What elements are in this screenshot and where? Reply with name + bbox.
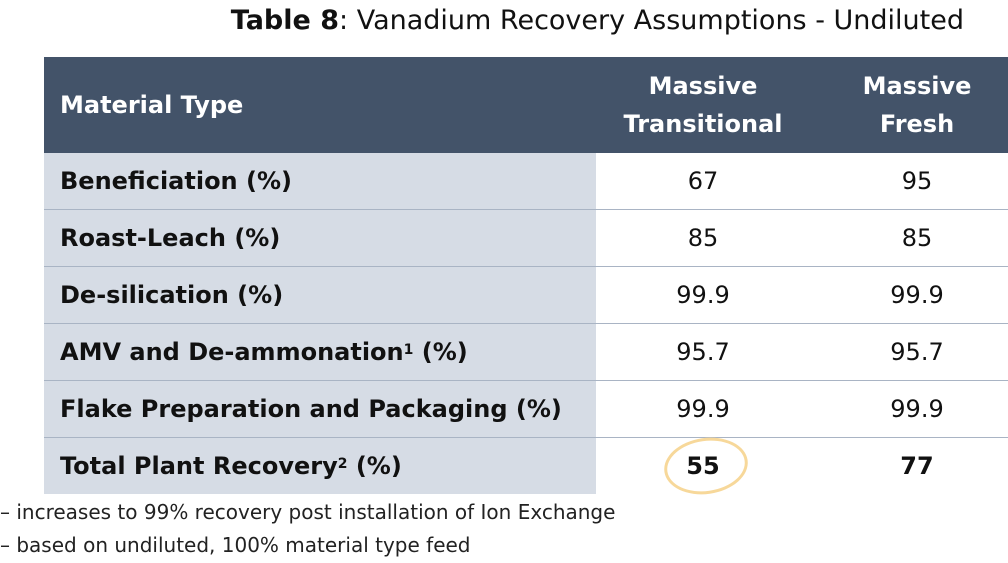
table-caption: : Vanadium Recovery Assumptions - Undilu… [339, 5, 964, 36]
table-row: Roast-Leach (%) 85 85 [44, 209, 1008, 267]
total-label-main: Total Plant Recovery [60, 452, 338, 480]
footnote-1: – increases to 99% recovery post install… [0, 500, 616, 524]
header-col1-line1: Massive [648, 72, 758, 100]
header-col1-line2: Transitional [623, 110, 783, 138]
footnote-2: – based on undiluted, 100% material type… [0, 533, 471, 557]
table-row: AMV and De-ammonation1 (%) 95.7 95.7 [44, 323, 1008, 381]
table-row: Beneficiation (%) 67 95 [44, 153, 1008, 210]
row-label: Roast-Leach (%) [44, 209, 596, 267]
header-col2-line1: Massive [862, 72, 972, 100]
row-value-transitional: 85 [596, 209, 810, 267]
row-label: AMV and De-ammonation1 (%) [44, 323, 596, 381]
table-row: De-silication (%) 99.9 99.9 [44, 266, 1008, 324]
total-value-fresh: 77 [810, 437, 1008, 494]
row-value-transitional: 99.9 [596, 380, 810, 438]
table-row: Flake Preparation and Packaging (%) 99.9… [44, 380, 1008, 438]
row-value-transitional: 95.7 [596, 323, 810, 381]
row-value-fresh: 99.9 [810, 266, 1008, 324]
total-label: Total Plant Recovery2 (%) [44, 437, 596, 494]
row-label: De-silication (%) [44, 266, 596, 324]
footnote-marker: 2 [337, 456, 348, 472]
header-col2-line2: Fresh [879, 110, 955, 138]
row-value-fresh: 99.9 [810, 380, 1008, 438]
row-value-fresh: 95 [810, 153, 1008, 210]
footnotes: – increases to 99% recovery post install… [0, 496, 615, 562]
total-row: Total Plant Recovery2 (%) 55 77 [44, 437, 1008, 494]
highlight-circle: 55 [686, 452, 720, 480]
total-label-tail: (%) [347, 452, 402, 480]
row-label-tail: (%) [413, 338, 468, 366]
row-label-main: AMV and De-ammonation [60, 338, 404, 366]
table-number: Table 8 [230, 5, 340, 36]
row-value-transitional: 99.9 [596, 266, 810, 324]
row-label: Beneficiation (%) [44, 153, 596, 210]
footnote-marker: 1 [403, 342, 414, 358]
row-value-fresh: 85 [810, 209, 1008, 267]
header-row: Material Type Massive Transitional Massi… [44, 57, 1008, 153]
row-label: Flake Preparation and Packaging (%) [44, 380, 596, 438]
header-material-type: Material Type [44, 57, 596, 153]
header-massive-fresh: Massive Fresh [810, 57, 1008, 153]
table-title: Table 8: Vanadium Recovery Assumptions -… [231, 5, 964, 36]
row-value-transitional: 67 [596, 153, 810, 210]
header-massive-transitional: Massive Transitional [596, 57, 810, 153]
row-value-fresh: 95.7 [810, 323, 1008, 381]
recovery-table: Material Type Massive Transitional Massi… [44, 57, 1008, 494]
total-value-transitional: 55 [596, 437, 810, 494]
